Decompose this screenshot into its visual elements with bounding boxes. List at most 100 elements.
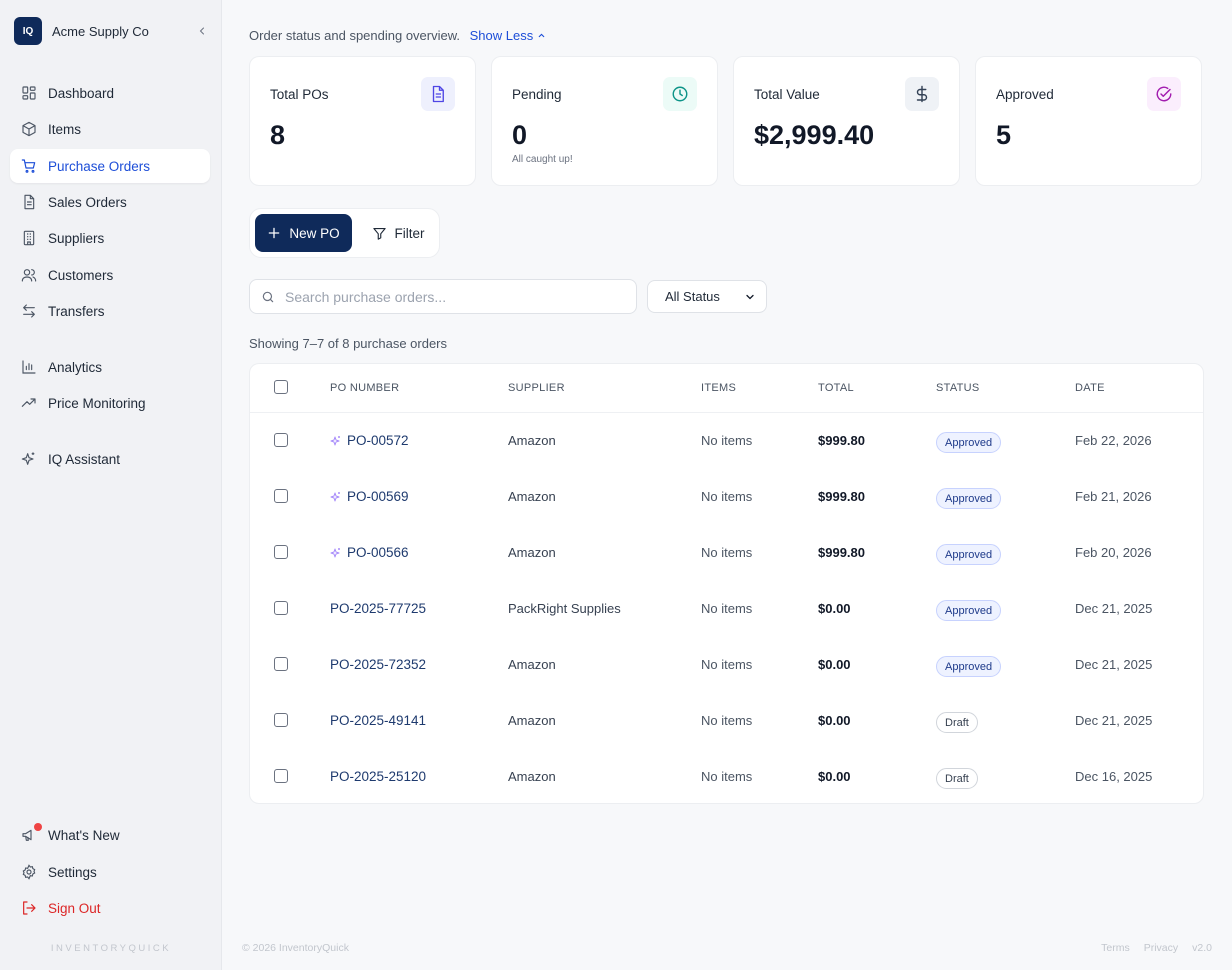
stat-card-approved: Approved 5 xyxy=(975,56,1202,186)
sidebar-item-suppliers[interactable]: Suppliers xyxy=(10,221,210,255)
sparkle-icon xyxy=(330,491,340,501)
column-header-items[interactable]: ITEMS xyxy=(701,382,737,394)
building-icon xyxy=(23,230,35,246)
total-cell: $0.00 xyxy=(818,657,851,672)
select-all-checkbox[interactable] xyxy=(274,380,288,394)
version-label: v2.0 xyxy=(1192,942,1212,954)
search-input[interactable] xyxy=(285,288,615,305)
sidebar-item-label: Customers xyxy=(48,267,114,283)
po-number: PO-2025-77725 xyxy=(330,601,427,616)
table-row[interactable]: PO-2025-72352 Amazon No items $0.00 Approved… xyxy=(250,637,1203,693)
sidebar-item-transfers[interactable]: Transfers xyxy=(10,294,210,328)
items-cell: No items xyxy=(701,433,753,448)
status-select-value: All Status xyxy=(665,289,720,304)
sidebar-footer-brand: INVENTORYQUICK xyxy=(50,943,172,954)
items-cell: No items xyxy=(701,769,753,784)
row-checkbox[interactable] xyxy=(274,601,288,615)
row-checkbox[interactable] xyxy=(274,433,288,447)
supplier-cell: Amazon xyxy=(508,433,556,448)
status-badge: Approved xyxy=(936,488,1002,509)
column-header-total[interactable]: TOTAL xyxy=(818,382,854,394)
table-row[interactable]: PO-00566 Amazon No items $999.80 Approved Feb… xyxy=(250,525,1203,581)
po-number-link[interactable]: PO-00572 xyxy=(330,433,409,448)
table-row[interactable]: PO-00572 Amazon No items $999.80 Approved Feb… xyxy=(250,413,1203,469)
users-icon xyxy=(21,269,37,282)
stat-card-pending: Pending 0 All caught up! xyxy=(491,56,718,186)
new-po-label: New PO xyxy=(289,225,340,241)
po-number: PO-2025-25120 xyxy=(330,769,427,784)
purchase-orders-table: PO NUMBER SUPPLIER ITEMS TOTAL STATUS DA… xyxy=(249,363,1204,804)
total-cell: $999.80 xyxy=(818,433,865,448)
stat-title: Pending xyxy=(512,87,562,102)
table-row[interactable]: PO-2025-77725 PackRight Supplies No items $… xyxy=(250,581,1203,637)
sidebar-item-label: Sales Orders xyxy=(48,194,127,210)
sidebar-item-dashboard[interactable]: Dashboard xyxy=(10,76,210,110)
sidebar-item-analytics[interactable]: Analytics xyxy=(10,350,210,384)
dashboard-icon xyxy=(22,86,36,100)
po-number-link[interactable]: PO-2025-77725 xyxy=(330,601,426,616)
total-cell: $0.00 xyxy=(818,713,851,728)
check-badge-icon xyxy=(1147,77,1181,111)
row-checkbox[interactable] xyxy=(274,769,288,783)
status-badge: Approved xyxy=(936,600,1002,621)
box-icon xyxy=(22,121,36,137)
column-header-supplier[interactable]: SUPPLIER xyxy=(508,382,565,394)
stat-value: 0 xyxy=(512,120,528,150)
stat-card-total-pos: Total POs 8 xyxy=(249,56,476,186)
sidebar-item-purchase-orders[interactable]: Purchase Orders xyxy=(10,149,210,183)
table-row[interactable]: PO-2025-49141 Amazon No items $0.00 Draft Dec… xyxy=(250,693,1203,749)
row-checkbox[interactable] xyxy=(274,545,288,559)
table-row[interactable]: PO-2025-25120 Amazon No items $0.00 Draft Dec… xyxy=(250,749,1203,803)
status-badge: Approved xyxy=(936,656,1002,677)
po-number: PO-00572 xyxy=(347,433,409,448)
po-number-link[interactable]: PO-00569 xyxy=(330,489,409,504)
sidebar-item-customers[interactable]: Customers xyxy=(10,258,210,292)
column-header-status[interactable]: STATUS xyxy=(936,382,980,394)
status-badge: Approved xyxy=(936,432,1002,453)
po-number-link[interactable]: PO-2025-25120 xyxy=(330,769,426,784)
status-select[interactable]: All Status xyxy=(647,280,767,313)
plus-icon xyxy=(269,227,280,239)
bar-chart-icon xyxy=(22,360,36,374)
filter-button[interactable]: Filter xyxy=(360,214,436,252)
row-checkbox[interactable] xyxy=(274,657,288,671)
sidebar-item-items[interactable]: Items xyxy=(10,112,210,146)
po-number: PO-00566 xyxy=(347,545,409,560)
overview-text: Order status and spending overview. xyxy=(249,28,461,43)
sidebar-item-iq-assistant[interactable]: IQ Assistant xyxy=(10,442,210,476)
total-cell: $0.00 xyxy=(818,769,851,784)
new-po-button[interactable]: New PO xyxy=(255,214,352,252)
po-number-link[interactable]: PO-2025-72352 xyxy=(330,657,426,672)
action-bar: New PO Filter xyxy=(249,208,440,258)
show-less-link[interactable]: Show Less xyxy=(470,28,546,43)
po-number: PO-00569 xyxy=(347,489,409,504)
date-cell: Feb 21, 2026 xyxy=(1075,489,1152,504)
terms-link[interactable]: Terms xyxy=(1101,942,1130,954)
table-row[interactable]: PO-00569 Amazon No items $999.80 Approved Feb… xyxy=(250,469,1203,525)
row-checkbox[interactable] xyxy=(274,489,288,503)
sidebar-item-label: Items xyxy=(48,121,82,137)
brand[interactable]: IQ Acme Supply Co xyxy=(14,17,210,45)
sidebar: IQ Acme Supply Co Dashboard Items Purcha… xyxy=(0,0,222,970)
status-badge: Draft xyxy=(936,768,978,789)
sidebar-item-sign-out[interactable]: Sign Out xyxy=(10,891,210,925)
column-header-po-number[interactable]: PO NUMBER xyxy=(330,382,400,394)
supplier-cell: Amazon xyxy=(508,657,556,672)
filter-label: Filter xyxy=(394,225,425,241)
sidebar-item-settings[interactable]: Settings xyxy=(10,855,210,889)
sidebar-item-whats-new[interactable]: What's New xyxy=(10,818,210,852)
privacy-link[interactable]: Privacy xyxy=(1143,942,1179,954)
items-cell: No items xyxy=(701,545,753,560)
sidebar-item-price-monitoring[interactable]: Price Monitoring xyxy=(10,386,210,420)
chevron-left-icon[interactable] xyxy=(194,23,210,39)
status-badge: Approved xyxy=(936,544,1002,565)
items-cell: No items xyxy=(701,657,753,672)
po-number-link[interactable]: PO-00566 xyxy=(330,545,409,560)
po-number-link[interactable]: PO-2025-49141 xyxy=(330,713,426,728)
row-checkbox[interactable] xyxy=(274,713,288,727)
supplier-cell: Amazon xyxy=(508,545,556,560)
sidebar-item-sales-orders[interactable]: Sales Orders xyxy=(10,185,210,219)
column-header-date[interactable]: DATE xyxy=(1075,382,1105,394)
stat-value: $2,999.40 xyxy=(754,120,875,150)
document-icon xyxy=(24,194,35,210)
